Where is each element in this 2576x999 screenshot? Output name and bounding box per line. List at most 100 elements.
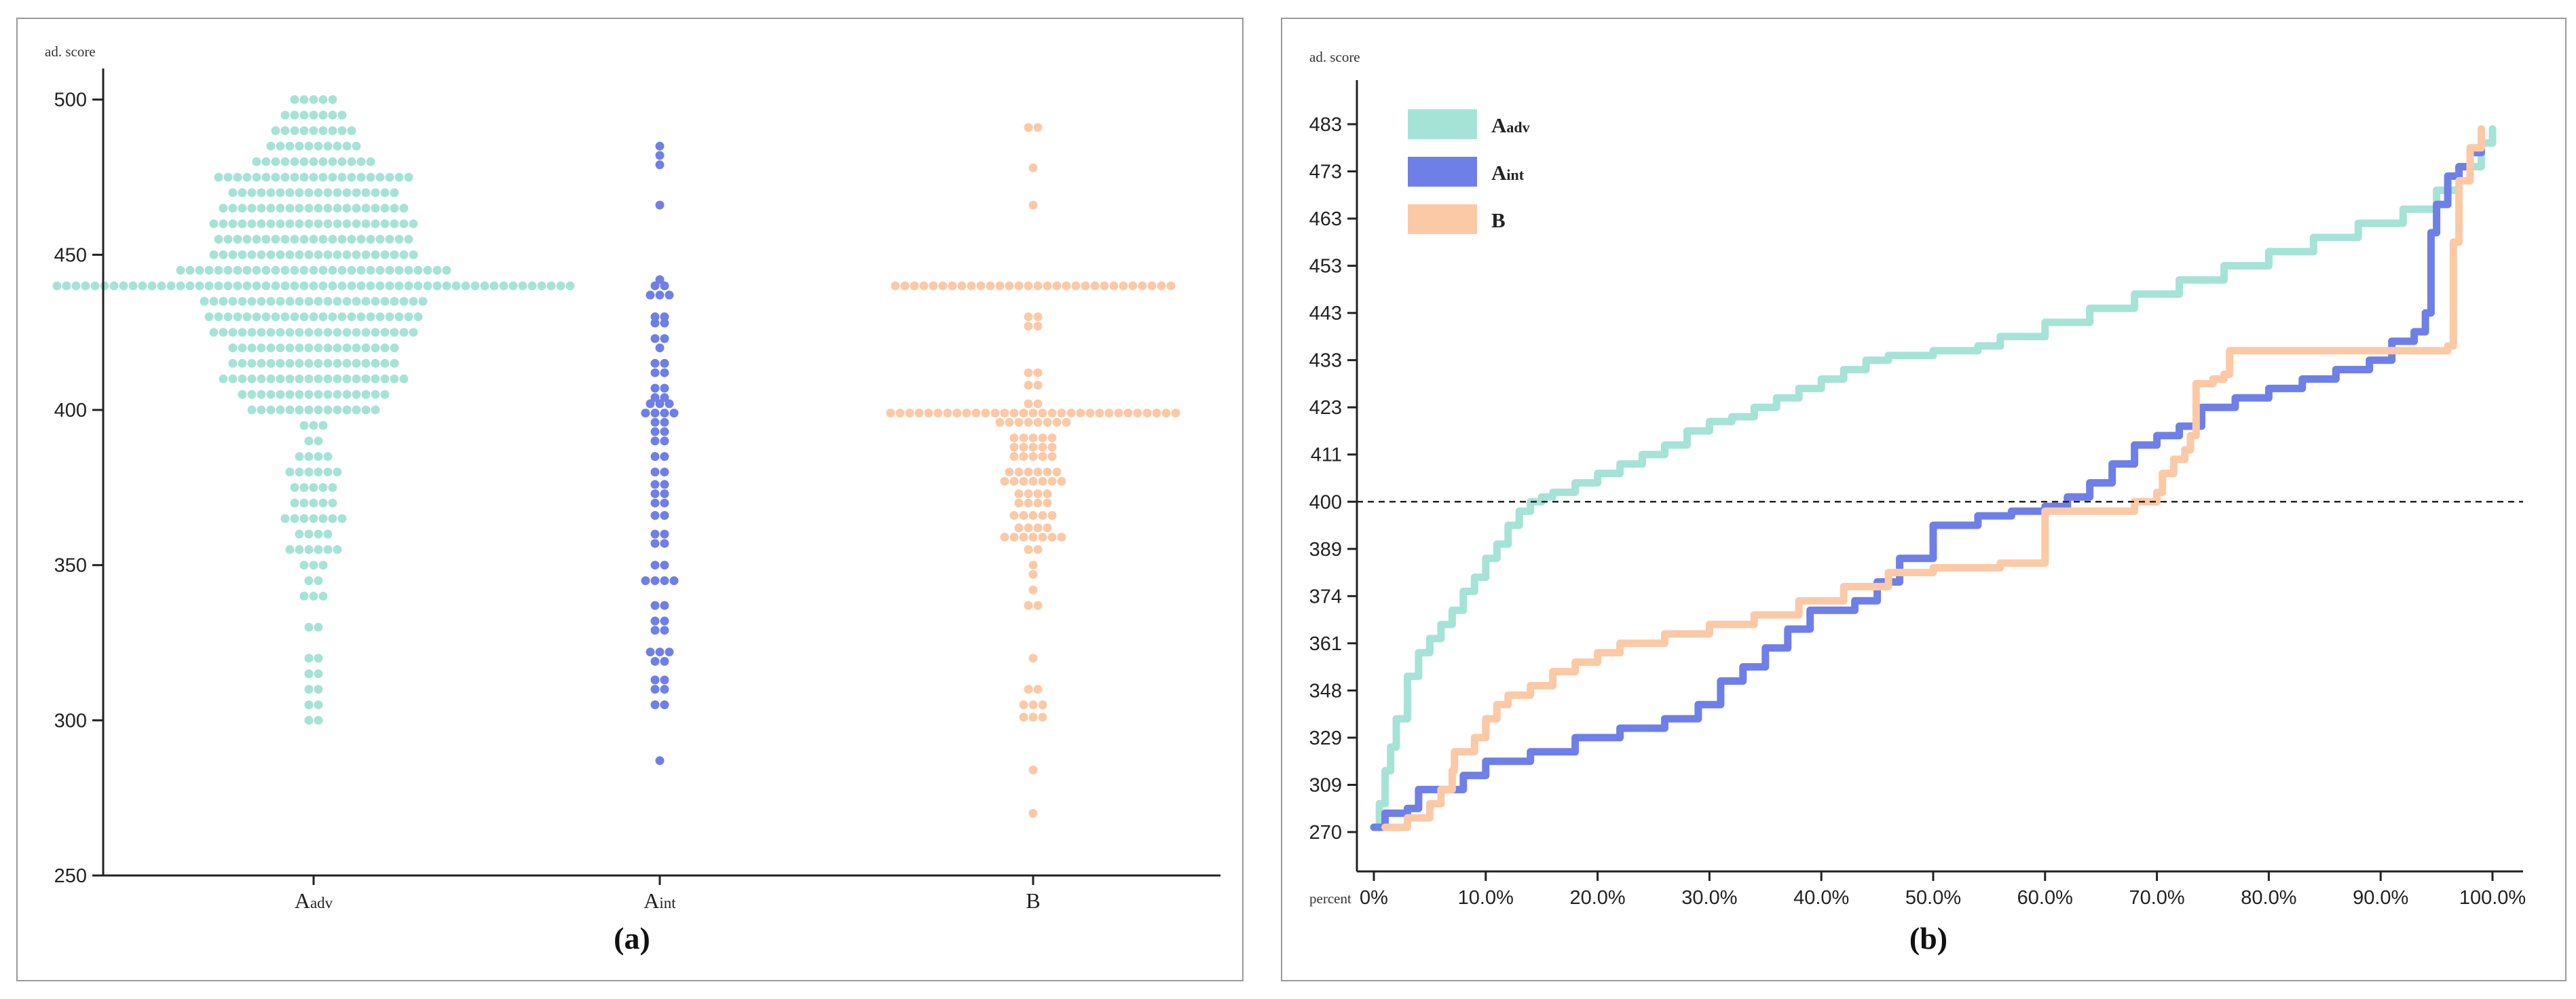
x-tick-label: 40.0% (1793, 887, 1849, 909)
legend-swatch-A_adv (1408, 109, 1477, 139)
dot-A_adv (318, 172, 328, 182)
dot-B (891, 281, 900, 290)
dot-A_adv (109, 281, 119, 290)
dot-A_adv (390, 374, 399, 383)
dot-A_adv (328, 157, 337, 166)
dot-A_adv (128, 281, 138, 290)
dot-A_adv (138, 281, 147, 290)
dot-A_adv (280, 126, 290, 135)
dot-A_adv (328, 235, 337, 244)
dot-A_adv (309, 172, 318, 182)
dot-A_adv (342, 188, 352, 197)
dot-A_adv (409, 328, 418, 337)
dot-A_adv (299, 95, 309, 105)
dot-B (1062, 417, 1071, 427)
dot-A_adv (342, 204, 352, 213)
dot-A_adv (342, 374, 352, 383)
dot-A_adv (342, 250, 352, 259)
dot-A_int (660, 417, 669, 427)
dot-A_adv (285, 250, 295, 259)
dot-A_adv (390, 204, 399, 213)
dot-A_adv (304, 685, 314, 694)
dot-A_adv (409, 219, 418, 229)
dot-A_adv (299, 514, 309, 523)
dot-A_adv (352, 188, 361, 197)
dot-A_adv (314, 654, 323, 663)
dot-A_adv (295, 297, 304, 306)
dot-A_adv (361, 219, 371, 229)
dot-A_adv (356, 235, 366, 244)
dot-A_adv (309, 265, 318, 275)
dot-B (1033, 498, 1043, 508)
dot-A_adv (366, 281, 375, 290)
dot-A_adv (380, 219, 390, 229)
dot-A_adv (413, 265, 423, 275)
dot-A_adv (309, 498, 318, 508)
dot-A_adv (304, 141, 314, 151)
dot-B (1047, 442, 1057, 452)
dot-A_adv (371, 328, 380, 337)
dot-A_adv (209, 250, 219, 259)
dot-B (1024, 312, 1033, 322)
dot-A_adv (318, 591, 328, 601)
dot-A_int (650, 468, 660, 476)
dot-A_int (650, 393, 660, 402)
dot-B (1028, 476, 1038, 486)
dot-B (1047, 476, 1057, 486)
dot-A_adv (318, 561, 328, 570)
dot-A_adv (290, 95, 299, 105)
dot-B (952, 409, 962, 418)
dot-B (1033, 381, 1043, 390)
dot-A_adv (228, 204, 238, 213)
dot-A_int (660, 511, 669, 520)
dot-B (1057, 533, 1066, 542)
dot-A_int (650, 427, 660, 436)
dot-A_adv (371, 250, 380, 259)
dot-A_adv (347, 281, 356, 290)
dot-A_adv (295, 141, 304, 151)
dot-A_int (650, 436, 660, 446)
dot-A_adv (204, 265, 214, 275)
dot-A_adv (333, 141, 342, 151)
dot-A_adv (276, 219, 285, 229)
dot-A_adv (366, 312, 375, 322)
dot-A_adv (271, 235, 280, 244)
dot-B (1028, 163, 1038, 172)
dot-B (1024, 123, 1033, 132)
dot-A_adv (380, 390, 390, 399)
dot-A_adv (247, 188, 257, 197)
dot-A_int (650, 626, 660, 635)
y-tick-label: 450 (54, 244, 87, 266)
y-tick-label: 361 (1309, 633, 1342, 655)
dot-B (1043, 468, 1052, 476)
dot-A_adv (352, 390, 361, 399)
dot-A_adv (219, 250, 228, 259)
dot-A_adv (242, 235, 252, 244)
dot-A_adv (304, 204, 314, 213)
dot-A_adv (257, 374, 266, 383)
dot-A_adv (333, 390, 342, 399)
dot-A_adv (228, 297, 238, 306)
y-tick-label: 443 (1309, 303, 1342, 324)
dot-B (995, 417, 1005, 427)
dot-B (1009, 433, 1019, 442)
y-tick-label: 483 (1309, 114, 1342, 136)
dot-A_adv (314, 576, 323, 586)
x-tick-label: 60.0% (2017, 887, 2073, 909)
dot-A_adv (261, 312, 271, 322)
dot-A_adv (323, 452, 333, 461)
dot-A_adv (266, 328, 276, 337)
dot-B (895, 409, 905, 418)
dot-B (1024, 399, 1033, 409)
dot-B (1028, 433, 1038, 442)
dot-A_adv (309, 514, 318, 523)
dot-A_int (650, 417, 660, 427)
dot-A_adv (356, 265, 366, 275)
dot-B (1024, 523, 1033, 533)
dot-A_adv (318, 265, 328, 275)
legend-label-B: B (1491, 208, 1506, 232)
dot-A_adv (399, 297, 409, 306)
y-tick-label: 389 (1309, 539, 1342, 561)
dot-B (1033, 368, 1043, 377)
dot-B (1033, 489, 1043, 498)
